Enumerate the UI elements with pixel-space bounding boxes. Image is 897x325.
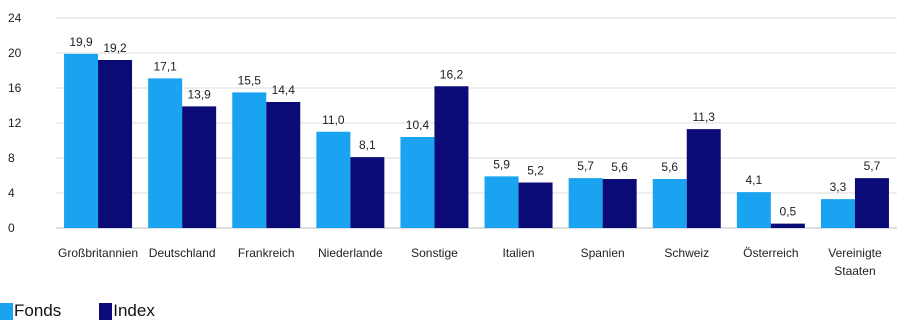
data-label: 16,2 — [440, 67, 464, 81]
legend-item-fonds: Fonds — [0, 301, 61, 321]
data-label: 0,5 — [780, 205, 797, 219]
data-label: 19,9 — [69, 35, 93, 49]
data-label: 5,7 — [577, 159, 594, 173]
x-category-label: Spanien — [581, 246, 625, 260]
x-category-label: Schweiz — [664, 246, 709, 260]
bar-fonds — [148, 78, 183, 228]
data-label: 4,1 — [746, 173, 763, 187]
legend-item-index: Index — [99, 301, 155, 321]
bar-index — [434, 86, 469, 228]
data-label: 11,3 — [693, 110, 716, 124]
y-tick-label: 20 — [8, 46, 22, 60]
x-category-label: Italien — [503, 246, 535, 260]
data-label: 5,9 — [493, 157, 510, 171]
bar-fonds — [736, 192, 771, 228]
data-label: 3,3 — [830, 180, 847, 194]
data-label: 11,0 — [322, 113, 345, 127]
data-label: 17,1 — [153, 59, 177, 73]
legend-label-index: Index — [113, 301, 155, 320]
bar-index — [182, 106, 217, 228]
data-label: 10,4 — [406, 118, 430, 132]
legend-swatch-fonds — [0, 302, 13, 320]
bar-fonds — [568, 178, 603, 228]
data-label: 5,7 — [864, 159, 881, 173]
bar-fonds — [64, 53, 99, 228]
data-label: 5,6 — [661, 160, 678, 174]
bar-fonds — [820, 199, 855, 228]
data-label: 13,9 — [187, 87, 211, 101]
y-tick-label: 4 — [8, 186, 15, 200]
legend-swatch-index — [99, 302, 113, 320]
bar-fonds — [484, 176, 519, 228]
bar-index — [98, 60, 133, 228]
bar-index — [602, 179, 637, 228]
data-label: 8,1 — [359, 138, 376, 152]
legend: Fonds Index — [0, 301, 155, 321]
bar-index — [518, 182, 553, 228]
x-category-label: Großbritannien — [58, 246, 138, 260]
y-tick-label: 12 — [8, 116, 22, 130]
y-tick-label: 0 — [8, 221, 15, 235]
y-tick-label: 24 — [8, 11, 22, 25]
bar-fonds — [652, 179, 687, 228]
x-category-label: Niederlande — [318, 246, 383, 260]
bar-index — [854, 178, 889, 228]
bar-fonds — [400, 137, 435, 228]
x-category-label: Vereinigte — [828, 246, 882, 260]
bar-fonds — [232, 92, 267, 228]
data-label: 14,4 — [272, 83, 296, 97]
y-tick-label: 16 — [8, 81, 22, 95]
x-category-label: Staaten — [834, 264, 875, 278]
data-label: 5,2 — [527, 164, 544, 178]
bar-index — [686, 129, 721, 228]
data-label: 5,6 — [611, 160, 628, 174]
data-label: 15,5 — [238, 73, 262, 87]
bar-index — [266, 102, 301, 228]
bar-index — [350, 157, 385, 228]
data-label: 19,2 — [103, 41, 127, 55]
x-category-label: Frankreich — [238, 246, 295, 260]
legend-label-fonds: Fonds — [14, 301, 62, 320]
bar-fonds — [316, 131, 351, 228]
x-category-label: Österreich — [743, 246, 798, 260]
bar-index — [770, 223, 805, 228]
bar-chart: 0 4 8 12 16 20 24 19,9 19,2 Großbritannien 17,1 13,… — [8, 11, 897, 278]
y-tick-label: 8 — [8, 151, 15, 165]
x-category-label: Sonstige — [411, 246, 458, 260]
x-category-label: Deutschland — [149, 246, 216, 260]
